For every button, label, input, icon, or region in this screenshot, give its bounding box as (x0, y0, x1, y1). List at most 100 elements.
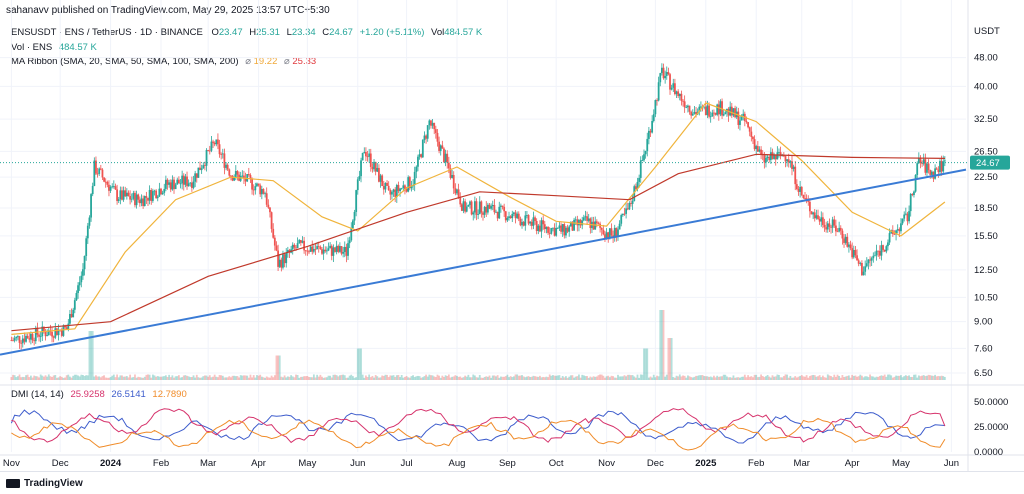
volume-indicator-label[interactable]: Vol · ENS (11, 41, 53, 53)
volume-bar (77, 375, 79, 380)
candle-body (774, 155, 777, 160)
candle-body (750, 131, 753, 137)
candle-body (641, 160, 644, 161)
candle-body (246, 174, 249, 182)
volume-bar (908, 375, 910, 380)
candle-body (121, 190, 123, 200)
volume-bar (527, 376, 530, 380)
candle-body (361, 152, 364, 161)
volume-bar (208, 375, 211, 380)
volume-bar (584, 376, 587, 380)
volume-bar (885, 376, 888, 380)
volume-bar (15, 377, 18, 380)
candle-body (262, 189, 265, 194)
volume-bar (436, 374, 439, 380)
volume-bar (821, 375, 824, 380)
candle-body (758, 149, 761, 152)
volume-bar (672, 377, 675, 380)
volume-bar (285, 377, 288, 380)
candle-body (218, 144, 221, 155)
candle-body (293, 244, 296, 248)
volume-bar (73, 374, 76, 380)
volume-bar (254, 377, 257, 380)
candle-body (205, 149, 208, 166)
candle-body (566, 227, 569, 232)
ma-ribbon-label[interactable]: MA Ribbon (SMA, 20, SMA, 50, SMA, 100, S… (11, 56, 239, 67)
candle-body (65, 327, 68, 330)
volume-bar (779, 377, 782, 380)
candle-body (473, 201, 476, 213)
candle-body (164, 179, 167, 189)
candle-body (20, 342, 23, 344)
tradingview-logo[interactable]: TradingView (6, 478, 83, 489)
candle-body (43, 326, 45, 332)
volume-bar (483, 376, 486, 380)
volume-bar (901, 377, 904, 380)
volume-bar (148, 374, 151, 380)
time-tick-label: Aug (449, 458, 466, 469)
candle-body (138, 199, 141, 204)
candle-body (896, 229, 899, 231)
candle-body (480, 201, 483, 213)
volume-bar (446, 375, 449, 380)
volume-bar (935, 376, 938, 380)
volume-bar (717, 376, 720, 380)
volume-bar (334, 374, 336, 380)
vol-value: 484.57 K (444, 27, 483, 38)
low-label: L (286, 27, 292, 38)
candle-body (875, 250, 878, 256)
candle-body (259, 185, 262, 195)
candle-body (490, 206, 493, 209)
candle-body (348, 240, 351, 244)
candle-body (691, 113, 694, 116)
candle-body (506, 218, 509, 221)
volume-bar (625, 376, 628, 380)
candle-body (143, 196, 146, 207)
candle-body (241, 175, 244, 177)
candle-body (350, 228, 353, 241)
volume-bar (353, 377, 356, 380)
candle-body (768, 156, 771, 161)
candle-body (602, 229, 605, 235)
volume-bar (408, 377, 411, 380)
candle-body (337, 245, 340, 252)
volume-bar (834, 376, 837, 380)
candle-body (831, 219, 834, 228)
candle-body (47, 330, 50, 336)
symbol-label[interactable]: ENSUSDT · ENS / TetherUS · 1D · BINANCE (11, 27, 203, 38)
volume-bar (735, 377, 738, 380)
candle-body (343, 246, 346, 252)
volume-bar (817, 376, 819, 380)
volume-bar (555, 375, 558, 380)
candle-body (301, 240, 304, 243)
volume-bar (197, 377, 200, 380)
volume-bar (784, 374, 787, 380)
candle-body (734, 108, 736, 118)
candle-body (656, 100, 658, 101)
volume-bar (493, 375, 496, 380)
volume-bar (387, 377, 390, 380)
price-chart[interactable]: 48.00 40.00 32.50 26.50 22.50 18.50 15.50 12.50… (0, 0, 1024, 471)
candle-body (329, 245, 332, 249)
volume-bar (795, 377, 798, 380)
volume-bar (296, 374, 299, 380)
candle-body (413, 171, 416, 185)
candle-body (386, 182, 388, 186)
volume-bar (612, 376, 615, 380)
volume-bar (325, 377, 328, 380)
candle-body (31, 333, 34, 341)
time-tick-label: Mar (200, 458, 216, 469)
dmi-label[interactable]: DMI (14, 14) (11, 389, 64, 400)
volume-bar (659, 310, 662, 380)
volume-bar (384, 374, 387, 380)
volume-bar (514, 374, 517, 380)
volume-bar (173, 377, 175, 380)
price-tick-label: 32.50 (974, 114, 998, 125)
volume-bar (465, 376, 468, 380)
candle-body (792, 166, 795, 170)
candle-body (312, 248, 315, 252)
volume-bar (851, 374, 854, 380)
candle-body (818, 218, 821, 222)
volume-bar (215, 376, 218, 380)
candle-body (156, 196, 159, 199)
